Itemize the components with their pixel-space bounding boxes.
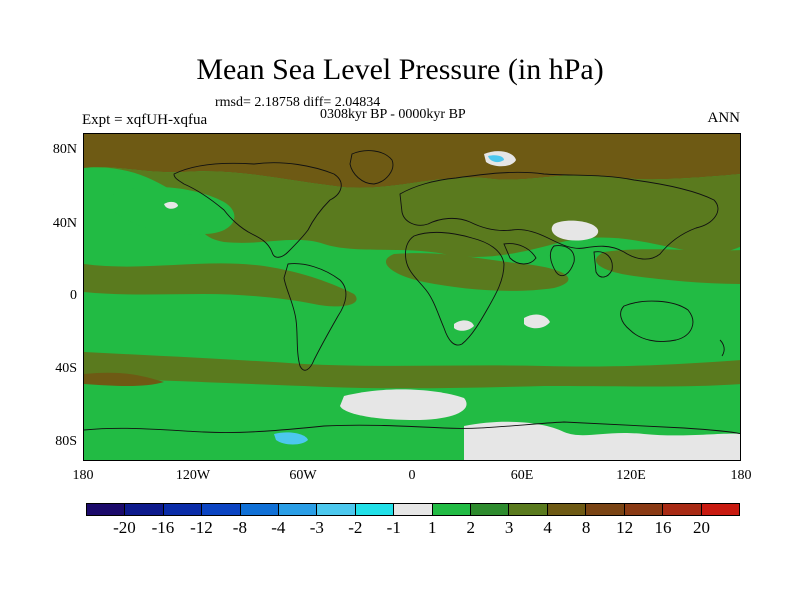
map-panel	[83, 133, 741, 461]
field-arctic-neg	[488, 155, 504, 163]
colorbar-cell	[394, 504, 433, 515]
colorbar-label: 20	[693, 518, 711, 537]
colorbar-cell	[87, 504, 126, 515]
colorbar-label: -4	[271, 518, 286, 537]
field-tropical-africa	[385, 253, 569, 291]
lon-label-180e: 180	[730, 468, 752, 483]
colorbar-label: -1	[386, 518, 401, 537]
lon-label-60e: 60E	[510, 468, 534, 483]
lon-label-60w: 60W	[289, 468, 317, 483]
colorbar-label: 3	[504, 518, 514, 537]
lat-label-40s: 40S	[55, 361, 77, 376]
field-antarctic-low	[464, 421, 740, 460]
field-indian-ocean-low	[524, 314, 550, 329]
lon-label-120e: 120E	[616, 468, 646, 483]
plot-title: Mean Sea Level Pressure (in hPa)	[196, 53, 604, 86]
colorbar-cell	[547, 504, 587, 515]
colorbar-cell	[279, 504, 318, 515]
stats-text: rmsd= 2.18758 diff= 2.04834	[215, 95, 381, 110]
period-text: 0308kyr BP - 0000kyr BP	[320, 107, 466, 122]
lon-label-180w: 180	[72, 468, 94, 483]
pressure-map	[84, 134, 740, 460]
colorbar-label: 1	[427, 518, 437, 537]
field-tropical-west-pacific	[596, 249, 740, 284]
colorbar-label: -16	[151, 518, 175, 537]
field-madagascar-low	[454, 320, 474, 331]
colorbar-cell	[509, 504, 548, 515]
colorbar-cell	[125, 504, 164, 515]
colorbar-cell	[317, 504, 356, 515]
field-tibet-low	[551, 220, 599, 241]
field-antarctic-neg	[274, 432, 308, 445]
colorbar-label: 4	[543, 518, 552, 537]
lat-label-40n: 40N	[52, 216, 77, 231]
colorbar-label: 8	[581, 518, 591, 537]
colorbar-cell	[586, 504, 625, 515]
coastlines	[84, 150, 740, 435]
field-arctic-high	[84, 134, 740, 188]
colorbar-cell	[355, 504, 395, 515]
colorbar	[86, 503, 740, 516]
colorbar-cell	[163, 504, 203, 515]
colorbar-cell	[202, 504, 241, 515]
lat-label-80n: 80N	[52, 142, 77, 157]
colorbar-cell	[240, 504, 280, 515]
colorbar-label: 12	[616, 518, 634, 537]
season-label: ANN	[707, 110, 741, 126]
colorbar-label: -20	[113, 518, 136, 537]
field-sh-low-1	[340, 389, 467, 420]
colorbar-label: -8	[232, 518, 247, 537]
field-southern-ocean-high	[84, 372, 164, 386]
lat-label-0: 0	[70, 288, 77, 303]
lat-label-80s: 80S	[55, 434, 77, 449]
colorbar-label: -3	[309, 518, 324, 537]
lon-label-120w: 120W	[175, 468, 211, 483]
field-north-pacific	[108, 187, 235, 235]
colorbar-cell	[432, 504, 472, 515]
colorbar-cell	[624, 504, 664, 515]
colorbar-label: -12	[190, 518, 213, 537]
colorbar-cell	[701, 504, 739, 515]
colorbar-label: 2	[466, 518, 475, 537]
colorbar-cell	[471, 504, 510, 515]
field-aleutian-low	[164, 201, 178, 209]
experiment-label: Expt = xqfUH-xqfua	[82, 112, 208, 128]
colorbar-cell	[663, 504, 702, 515]
field-southern-ocean	[84, 352, 740, 389]
colorbar-label: -2	[348, 518, 363, 537]
field-tropical-pacific	[84, 263, 357, 307]
colorbar-label: 16	[654, 518, 672, 537]
lon-label-0: 0	[408, 468, 416, 483]
